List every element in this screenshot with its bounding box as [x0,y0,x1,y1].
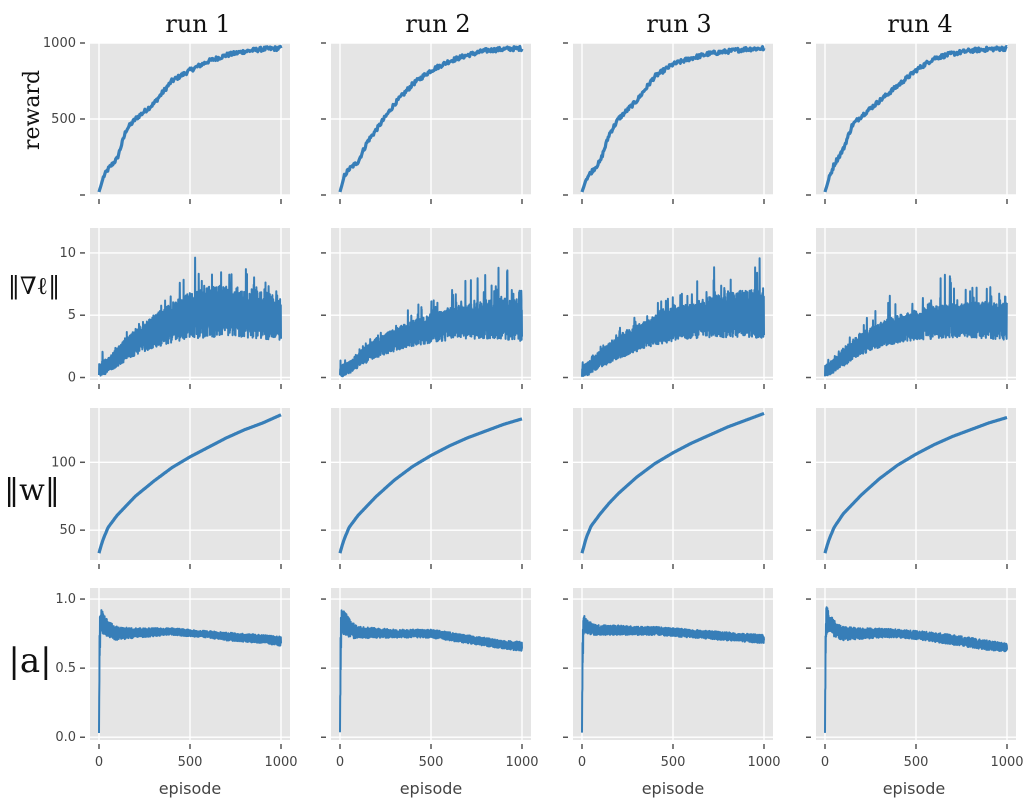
series-line [824,606,1008,733]
x-tick-label: 0 [95,755,103,770]
y-tick-label: 1.0 [55,592,76,607]
y-tick-label: 500 [51,112,76,127]
panel-r4-c4: 0 500 1000 [806,588,1024,770]
panel-r2-c1: 0 5 10 [59,228,290,389]
xlabel-run-3: episode [642,779,705,798]
y-tick-label: 5 [68,308,76,323]
x-tick-label: 1000 [990,755,1023,770]
series-line [98,609,282,734]
y-tick-label: 100 [51,455,76,470]
x-tick-label: 500 [661,755,686,770]
series-line [580,411,765,554]
column-title-run-3: run 3 [646,10,711,38]
x-tick-label: 500 [904,755,929,770]
xlabel-run-1: episode [159,779,222,798]
x-tick-label: 0 [578,755,586,770]
x-tick-label: 1000 [747,755,780,770]
row-label-action-magnitude: |a| [8,641,51,681]
y-tick-label: 1000 [43,36,76,51]
series-line [823,44,1008,193]
series-line [98,256,282,377]
panel-r1-c2 [321,42,531,204]
panel-r2-c3 [563,228,773,389]
x-tick-label: 1000 [505,755,538,770]
panel-r2-c2 [321,228,531,389]
panel-r3-c2 [321,408,531,569]
series-line [823,415,1008,554]
x-tick-label: 0 [336,755,344,770]
panel-r3-c1: 50 100 [51,408,290,569]
x-tick-label: 0 [821,755,829,770]
panel-r1-c3 [563,42,773,204]
panel-r3-c4 [806,408,1016,569]
panel-r4-c3: 0 500 1000 [563,588,781,770]
x-tick-label: 1000 [264,755,297,770]
panel-r4-c2: 0 500 1000 [321,588,539,770]
series-line [338,44,524,193]
panel-r1-c4 [806,42,1016,204]
panel-r3-c3 [563,408,773,569]
series-line [97,44,283,193]
y-tick-label: 0.5 [55,661,76,676]
y-tick-label: 50 [59,523,76,538]
y-tick-label: 10 [59,246,76,261]
row-label-grad-norm: ‖∇ℓ‖ [8,272,60,301]
y-tick-label: 0.0 [55,730,76,745]
row-label-weight-norm: ‖w‖ [4,473,60,508]
x-tick-label: 500 [419,755,444,770]
x-tick-label: 500 [178,755,203,770]
column-title-run-4: run 4 [887,10,952,38]
series-line [581,615,765,733]
series-line [339,266,523,378]
xlabel-run-2: episode [400,779,463,798]
series-line [581,257,765,377]
y-tick-label: 0 [68,371,76,386]
panel-r1-c1: 500 1000 [43,36,290,204]
series-line [97,413,282,554]
column-title-run-1: run 1 [165,10,230,38]
series-line [580,45,766,193]
row-label-reward: reward [20,70,45,150]
panel-r2-c4 [806,228,1016,389]
column-title-run-2: run 2 [405,10,470,38]
series-line [339,609,523,733]
series-line [824,273,1008,377]
panel-r4-c1: 0 500 1000 0.0 0.5 1.0 [55,588,298,770]
series-line [338,417,523,554]
xlabel-run-4: episode [883,779,946,798]
